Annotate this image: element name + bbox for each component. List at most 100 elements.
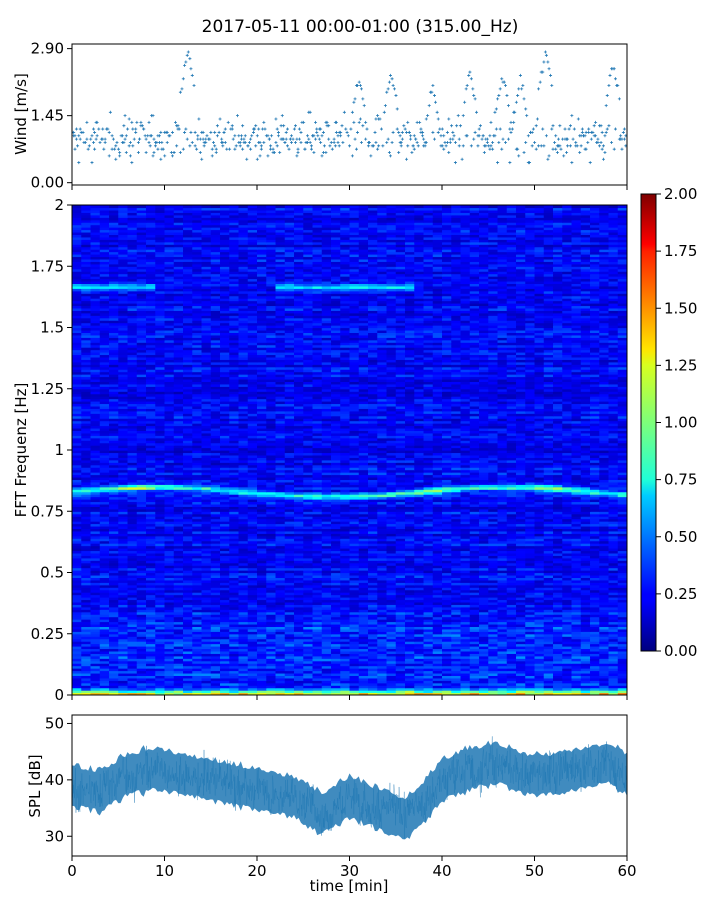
spectrogram-cell — [340, 557, 351, 561]
spectrogram-cell — [553, 648, 563, 652]
wind-point — [439, 134, 443, 138]
spectrogram-cell — [469, 690, 480, 694]
spectrogram-cell — [127, 528, 138, 532]
spectrogram-cell — [183, 623, 193, 627]
spectrogram-cell — [368, 528, 378, 532]
spectrogram-cell — [423, 601, 434, 605]
spectrogram-cell — [90, 565, 101, 569]
spectrogram-cell — [386, 565, 397, 569]
spectrogram-cell — [266, 606, 277, 610]
spectrogram-cell — [229, 650, 240, 654]
spectrogram-cell — [210, 548, 221, 552]
spectrogram-cell — [238, 675, 249, 679]
spectrogram-cell — [118, 589, 129, 593]
spectrogram-cell — [321, 609, 332, 613]
spectrogram-cell — [488, 550, 499, 554]
wind-point — [177, 127, 181, 131]
spectrogram-cell — [266, 597, 277, 601]
spectrogram-cell — [210, 577, 221, 581]
spectrogram-cell — [395, 552, 406, 556]
spectrogram-cell — [247, 550, 258, 554]
spectrogram-cell — [432, 633, 443, 637]
spectrogram-cell — [488, 570, 499, 574]
spectrogram-cell — [321, 587, 332, 591]
wind-point — [610, 140, 614, 144]
spectrogram-cell — [72, 609, 82, 613]
wind-point — [565, 151, 569, 155]
spectrogram-cell — [543, 680, 554, 684]
spectrogram-cell — [266, 560, 277, 564]
spectrogram-cell — [386, 530, 397, 534]
spectrogram-cell — [469, 658, 480, 662]
spectrogram-cell — [395, 548, 406, 552]
spectrogram-cell — [617, 579, 627, 583]
spectrogram-cell — [257, 523, 267, 527]
wind-point — [388, 154, 392, 158]
spectrogram-cell — [331, 579, 341, 583]
wind-point — [583, 134, 587, 138]
wind-point — [282, 124, 286, 128]
spectrogram-cell — [386, 636, 397, 640]
spectrogram-cell — [201, 574, 212, 578]
spectrogram-cell — [331, 570, 341, 574]
spectrogram-cell — [247, 685, 258, 689]
spectrogram-cell — [534, 626, 545, 630]
spectrogram-cell — [164, 609, 175, 613]
spectrogram-cell — [220, 616, 230, 620]
spectrogram-cell — [210, 592, 221, 596]
wind-point — [381, 144, 385, 148]
spectrogram-cell — [571, 643, 582, 647]
spectrogram-cell — [414, 690, 425, 694]
spectrogram-cell — [284, 570, 295, 574]
spectrogram-cell — [488, 668, 499, 672]
spectrogram-cell — [72, 638, 82, 642]
spectrogram-cell — [349, 528, 360, 532]
spectrogram-cell — [617, 668, 627, 672]
spectrogram-cell — [284, 672, 295, 676]
spectrogram-cell — [617, 574, 627, 578]
spectrogram-cell — [349, 577, 360, 581]
spectrogram-cell — [155, 653, 166, 657]
spectrogram-cell — [99, 587, 110, 591]
spectrogram-cell — [599, 611, 610, 615]
wind-point — [516, 147, 520, 151]
spectrogram-cell — [590, 646, 600, 650]
spectrogram-cell — [81, 552, 92, 556]
spectrogram-cell — [423, 621, 434, 625]
spectrogram-cell — [155, 670, 166, 674]
spectrogram-cell — [118, 521, 129, 525]
spectrogram-cell — [358, 638, 369, 642]
wind-point — [144, 151, 148, 155]
spectrogram-cell — [368, 543, 378, 547]
spectrogram-cell — [460, 572, 471, 576]
spectrogram-cell — [617, 587, 627, 591]
spectrogram-cell — [303, 626, 314, 630]
spectrogram-cell — [414, 562, 425, 566]
spectrogram-cell — [543, 530, 554, 534]
spectrogram-cell — [183, 643, 193, 647]
spectrogram-cell — [543, 550, 554, 554]
spectrogram-cell — [146, 606, 156, 610]
spectrogram-cell — [164, 636, 175, 640]
spectrogram-cell — [599, 597, 610, 601]
spectrogram-cell — [201, 633, 212, 637]
spectrogram-cell — [127, 565, 138, 569]
spectrogram-cell — [266, 577, 277, 581]
wind-point — [620, 147, 624, 151]
spectrogram-cell — [275, 611, 286, 615]
spectrogram-cell — [442, 609, 452, 613]
spectrogram-cell — [451, 540, 462, 544]
spectrogram-cell — [516, 609, 526, 613]
spectrogram-cell — [414, 570, 425, 574]
spectrogram-cell — [562, 675, 573, 679]
spectrogram-cell — [238, 521, 249, 525]
spectrogram-cell — [164, 665, 175, 669]
spectrogram-cell — [81, 636, 92, 640]
spectrogram-cell — [479, 560, 489, 564]
spectrogram-cell — [599, 687, 610, 691]
spectrogram-cell — [238, 646, 249, 650]
spectrogram-cell — [238, 672, 249, 676]
spectrogram-cell — [488, 653, 499, 657]
spectrogram-cell — [321, 582, 332, 586]
wind-point — [309, 144, 313, 148]
